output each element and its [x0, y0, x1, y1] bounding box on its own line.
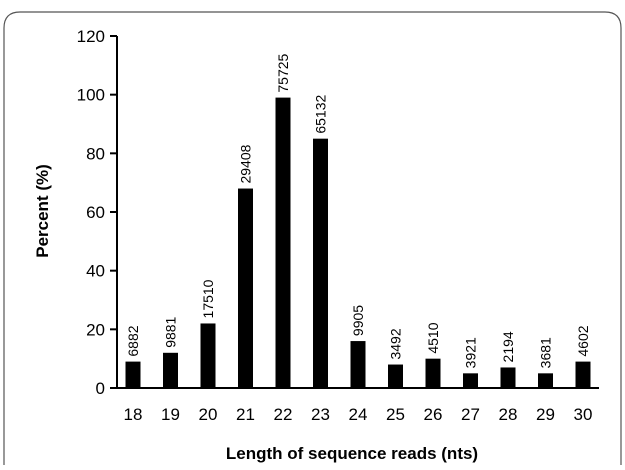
data-label-26: 4510 — [425, 322, 441, 353]
bar-24 — [350, 341, 366, 388]
data-label-30: 4602 — [575, 325, 591, 356]
data-label-21: 29408 — [238, 144, 254, 183]
y-tick-label: 120 — [77, 27, 105, 46]
data-label-28: 2194 — [500, 331, 516, 362]
y-axis: 0 20 40 60 80 100 120 — [77, 27, 118, 398]
y-tick-label: 0 — [96, 379, 105, 398]
data-label-24: 9905 — [350, 305, 366, 336]
x-tick-label: 23 — [311, 405, 330, 424]
bar-19 — [163, 352, 178, 388]
bar-20 — [200, 323, 216, 388]
x-tick-label: 21 — [236, 405, 255, 424]
bar-22 — [275, 97, 291, 388]
frame-border — [3, 11, 622, 465]
x-axis: 18 19 20 21 22 23 24 25 26 27 28 29 30 — [116, 387, 599, 424]
bar-25 — [388, 364, 403, 388]
bar-29 — [538, 373, 553, 388]
x-tick-label: 25 — [386, 405, 405, 424]
bar-30 — [575, 361, 591, 388]
data-label-22: 75725 — [275, 53, 291, 92]
x-tick-label: 18 — [124, 405, 143, 424]
data-label-25: 3492 — [388, 328, 404, 359]
x-tick-label: 29 — [536, 405, 555, 424]
x-tick-label: 20 — [199, 405, 218, 424]
y-tick-label: 60 — [86, 203, 105, 222]
x-tick-label: 27 — [461, 405, 480, 424]
bar-26 — [425, 358, 441, 388]
x-axis-title: Length of sequence reads (nts) — [226, 444, 478, 463]
x-tick-label: 28 — [499, 405, 518, 424]
bar-27 — [463, 373, 478, 388]
bar-21 — [238, 188, 253, 388]
bar-23 — [313, 138, 328, 388]
y-tick-label: 80 — [86, 144, 105, 163]
x-tick-label: 24 — [349, 405, 368, 424]
data-label-18: 6882 — [125, 325, 141, 356]
data-label-20: 17510 — [200, 279, 216, 318]
bars-group — [125, 97, 591, 388]
y-tick-label: 20 — [86, 320, 105, 339]
data-label-23: 65132 — [313, 95, 329, 134]
x-tick-label: 22 — [274, 405, 293, 424]
x-tick-label: 30 — [574, 405, 593, 424]
data-label-19: 9881 — [163, 316, 179, 347]
y-tick-label: 40 — [86, 262, 105, 281]
y-axis-title: Percent (%) — [33, 164, 52, 258]
bar-28 — [500, 367, 516, 388]
data-label-27: 3921 — [463, 337, 479, 368]
data-labels-group: 6882 9881 17510 29408 75725 65132 9905 3492 4510… — [125, 53, 591, 368]
y-tick-label: 100 — [77, 86, 105, 105]
x-tick-label: 19 — [161, 405, 180, 424]
data-label-29: 3681 — [538, 337, 554, 368]
x-tick-label: 26 — [424, 405, 443, 424]
bar-18 — [125, 361, 141, 388]
